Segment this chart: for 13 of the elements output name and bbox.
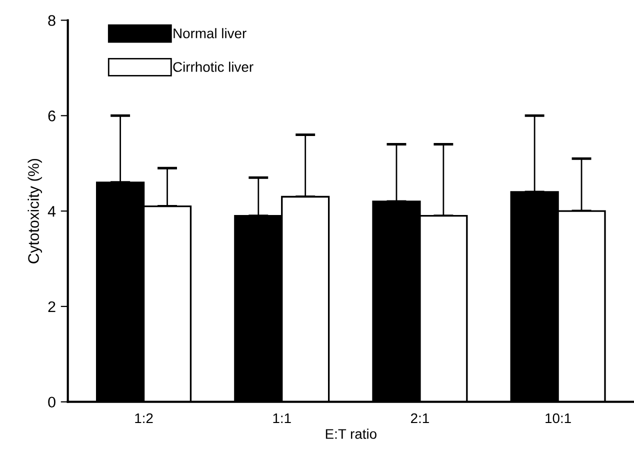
x-tick-label: 2:1	[411, 413, 429, 424]
y-tick-label: 0	[48, 396, 56, 408]
y-tick-label: 2	[48, 301, 56, 312]
x-tick-label: 1:2	[135, 413, 153, 424]
legend-label: Cirrhotic liver	[173, 62, 254, 72]
y-tick-label: 8	[48, 15, 56, 26]
legend-label: Normal liver	[174, 28, 246, 38]
x-axis-title: E:T ratio	[326, 428, 376, 439]
x-tick-label: 10:1	[546, 413, 571, 424]
y-tick-label: 4	[48, 206, 56, 217]
y-tick-label: 6	[48, 110, 56, 122]
y-axis-title: Cytotoxicity (%)	[28, 158, 42, 264]
x-tick-label: 1:1	[273, 413, 291, 424]
